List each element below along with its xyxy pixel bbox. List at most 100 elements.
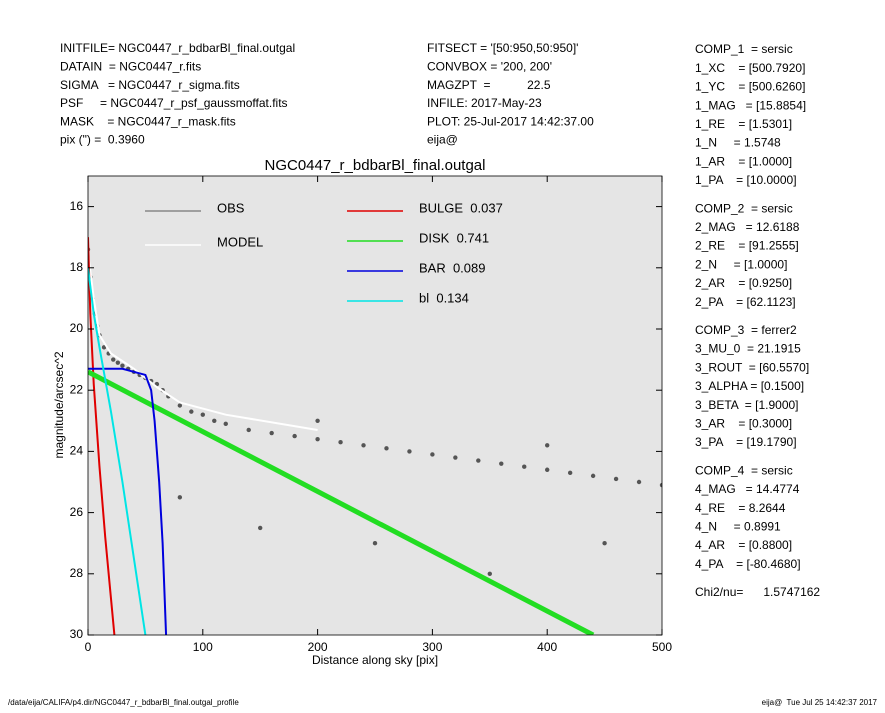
obs-point	[590, 473, 596, 479]
param-line: COMP_1 = sersic	[695, 42, 793, 56]
y-tick-label: 28	[70, 566, 84, 580]
param-line: 2_PA = [62.1123]	[695, 295, 796, 309]
obs-point	[545, 467, 550, 472]
param-line: 3_PA = [19.1790]	[695, 435, 797, 449]
param-line: 4_N = 0.8991	[695, 519, 781, 533]
footer-left: /data/eija/CALIFA/p4.dir/NGC0447_r_bdbar…	[8, 698, 239, 707]
header-left-line: PSF = NGC0447_r_psf_gaussmoffat.fits	[60, 96, 288, 110]
param-line: 1_AR = [1.0000]	[695, 154, 792, 168]
param-line: 2_AR = [0.9250]	[695, 276, 792, 290]
x-axis-label: Distance along sky [pix]	[312, 653, 438, 667]
y-tick-label: 24	[70, 444, 84, 458]
param-line: 4_MAG = 14.4774	[695, 482, 800, 496]
header-mid-line: FITSECT = '[50:950,50:950]'	[427, 41, 578, 55]
param-line: 3_ALPHA = [0.1500]	[695, 379, 804, 393]
obs-point	[636, 479, 642, 485]
param-line: 3_MU_0 = 21.1915	[695, 342, 801, 356]
obs-point	[212, 418, 217, 423]
param-line: 2_N = [1.0000]	[695, 257, 787, 271]
model-line	[88, 237, 116, 635]
obs-point	[101, 345, 107, 350]
model-line	[88, 252, 318, 431]
obs-point	[659, 482, 662, 488]
obs-point	[292, 433, 297, 439]
marks	[88, 237, 662, 635]
param-line: 4_AR = [0.8800]	[695, 538, 792, 552]
obs-point	[476, 458, 481, 463]
param-line: 1_RE = [1.5301]	[695, 117, 792, 131]
obs-point	[223, 421, 228, 427]
x-tick-label: 500	[652, 640, 672, 654]
header-left-line: INITFILE= NGC0447_r_bdbarBl_final.outgal	[60, 41, 295, 55]
model-line	[88, 367, 168, 635]
model-line	[88, 369, 595, 635]
legend-label: BAR 0.089	[419, 260, 486, 275]
y-tick-label: 22	[70, 382, 84, 396]
legend-label: BULGE 0.037	[419, 200, 503, 215]
obs-point	[177, 495, 183, 500]
y-tick-label: 26	[70, 505, 84, 519]
header-mid-line: INFILE: 2017-May-23	[427, 96, 542, 110]
obs-point	[499, 461, 504, 466]
header-left-line: SIGMA = NGC0447_r_sigma.fits	[60, 78, 240, 92]
legend-label: DISK 0.741	[419, 230, 489, 245]
obs-point	[269, 430, 274, 436]
model-line	[88, 267, 147, 635]
param-line: Chi2/nu= 1.5747162	[695, 585, 820, 599]
param-line: 2_RE = [91.2555]	[695, 239, 799, 253]
y-axis-label: magnitude/arcsec^2	[52, 351, 66, 458]
obs-point	[545, 443, 550, 448]
param-line: 1_XC = [500.7920]	[695, 61, 805, 75]
obs-point	[315, 418, 320, 423]
header-left-line: DATAIN = NGC0447_r.fits	[60, 59, 201, 73]
legend-label: OBS	[217, 200, 245, 215]
header-mid-line: CONVBOX = '200, 200'	[427, 59, 552, 73]
param-line: 2_MAG = 12.6188	[695, 220, 800, 234]
obs-point	[613, 476, 619, 482]
obs-point	[115, 360, 121, 365]
header-mid-line: eija@	[427, 133, 458, 147]
obs-point	[567, 470, 573, 476]
obs-point	[372, 541, 378, 546]
x-tick-label: 400	[537, 640, 557, 654]
param-line: COMP_3 = ferrer2	[695, 323, 797, 337]
param-line: COMP_4 = sersic	[695, 463, 793, 477]
obs-point	[246, 427, 251, 433]
obs-point	[407, 449, 412, 454]
y-tick-label: 18	[70, 260, 84, 274]
x-tick-label: 300	[422, 640, 442, 654]
obs-point	[189, 409, 194, 414]
param-line: 1_PA = [10.0000]	[695, 173, 797, 187]
obs-point	[111, 357, 116, 362]
obs-point	[384, 446, 389, 451]
param-line: 1_N = 1.5748	[695, 136, 781, 150]
x-tick-label: 0	[85, 640, 92, 654]
header-left-line: MASK = NGC0447_r_mask.fits	[60, 114, 236, 128]
y-tick-label: 16	[70, 199, 84, 213]
footer-right: eija@ Tue Jul 25 14:42:37 2017	[762, 698, 878, 707]
plot-area	[88, 176, 662, 635]
obs-point	[522, 464, 527, 469]
header-mid-line: PLOT: 25-Jul-2017 14:42:37.00	[427, 114, 594, 128]
obs-point	[338, 440, 343, 445]
chart-title: NGC0447_r_bdbarBl_final.outgal	[265, 157, 486, 174]
legend-label: MODEL	[217, 234, 263, 249]
obs-point	[315, 436, 320, 442]
obs-point	[453, 455, 458, 460]
obs-point	[487, 571, 492, 576]
param-line: 1_MAG = [15.8854]	[695, 98, 806, 112]
plot-frame	[87, 175, 663, 636]
obs-point	[430, 452, 435, 457]
param-line: 3_AR = [0.3000]	[695, 416, 792, 430]
param-line: 3_ROUT = [60.5570]	[695, 360, 809, 374]
obs-point	[120, 363, 125, 368]
y-tick-label: 20	[70, 321, 84, 335]
param-line: COMP_2 = sersic	[695, 201, 793, 215]
x-tick-label: 200	[308, 640, 328, 654]
param-line: 1_YC = [500.6260]	[695, 80, 805, 94]
obs-point	[602, 541, 607, 546]
legend-label: bl 0.134	[419, 290, 469, 305]
header-mid-line: MAGZPT = 22.5	[427, 78, 551, 92]
param-line: 4_RE = 8.2644	[695, 501, 786, 515]
